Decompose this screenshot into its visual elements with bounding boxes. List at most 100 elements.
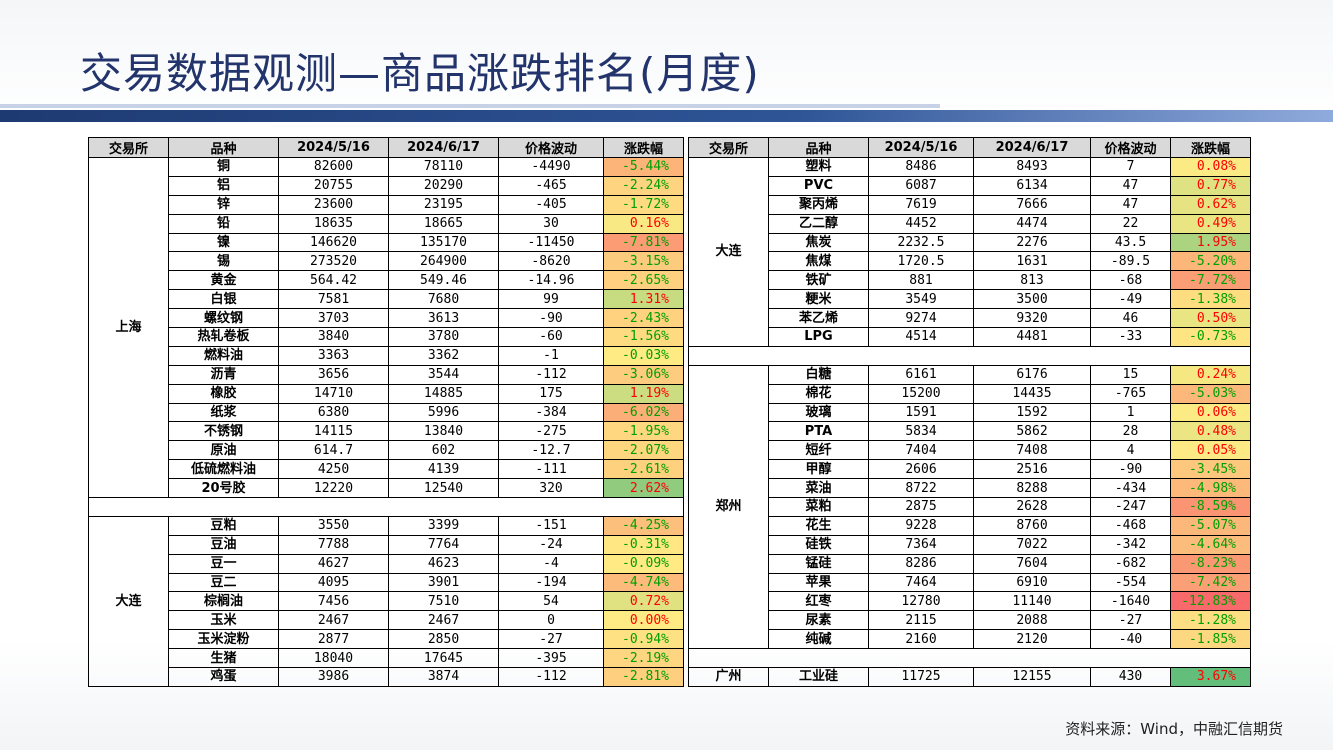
pct-change-cell: -3.06% [603, 364, 684, 385]
table-row: 大连 豆粕 3550 3399 -151 -4.25% [88, 515, 684, 687]
pct-change-cell: -5.03% [1170, 383, 1251, 404]
price-start-cell: 23600 [278, 194, 389, 215]
table-row: 原油 614.7 602 -12.7 -2.07% [89, 440, 684, 461]
product-cell: 白糖 [768, 364, 869, 385]
pct-change-cell: 0.16% [603, 213, 684, 234]
table-row: 锰硅 8286 7604 -682 -8.23% [689, 553, 1251, 574]
price-end-cell: 2850 [388, 629, 499, 650]
table-row: LPG 4514 4481 -33 -0.73% [689, 327, 1251, 347]
pct-change-cell: -7.42% [1170, 572, 1251, 593]
price-start-cell: 6380 [278, 402, 389, 423]
price-end-cell: 8493 [973, 157, 1091, 177]
price-start-cell: 2232.5 [868, 232, 974, 253]
price-start-cell: 18635 [278, 213, 389, 234]
table-row: 玉米 2467 2467 0 0.00% [89, 610, 684, 631]
table-row: 菜油 8722 8288 -434 -4.98% [689, 478, 1251, 499]
change-cell: -4 [498, 553, 604, 574]
table-row: 苹果 7464 6910 -554 -7.42% [689, 572, 1251, 593]
product-cell: 聚丙烯 [768, 194, 869, 215]
pct-change-cell: -4.98% [1170, 478, 1251, 499]
pct-change-cell: -8.59% [1170, 497, 1251, 517]
table-row: 甲醇 2606 2516 -90 -3.45% [689, 459, 1251, 480]
table-row: 短纤 7404 7408 4 0.05% [689, 440, 1251, 461]
change-cell: 1 [1090, 402, 1171, 423]
price-end-cell: 7408 [973, 440, 1091, 461]
price-start-cell: 146620 [278, 232, 389, 253]
product-cell: 苯乙烯 [768, 308, 869, 329]
change-cell: 175 [498, 383, 604, 404]
change-cell: -395 [498, 648, 604, 669]
price-end-cell: 549.46 [388, 270, 499, 291]
table-row: 生猪 18040 17645 -395 -2.19% [89, 648, 684, 669]
pct-change-cell: 0.72% [603, 591, 684, 612]
header-exchange: 交易所 [688, 137, 769, 158]
header-background [0, 0, 1333, 120]
change-cell: -11450 [498, 232, 604, 253]
price-start-cell: 2160 [868, 629, 974, 650]
table-row: 豆一 4627 4623 -4 -0.09% [89, 553, 684, 574]
change-cell: 47 [1090, 194, 1171, 215]
price-start-cell: 4250 [278, 459, 389, 480]
price-start-cell: 14115 [278, 421, 389, 442]
separator-cell [688, 345, 1251, 366]
price-start-cell: 12220 [278, 478, 389, 499]
price-end-cell: 1592 [973, 402, 1091, 423]
price-start-cell: 7464 [868, 572, 974, 593]
exchange-cell: 上海 [88, 156, 169, 499]
table-row: 纸浆 6380 5996 -384 -6.02% [89, 402, 684, 423]
price-start-cell: 7619 [868, 194, 974, 215]
pct-change-cell: 1.31% [603, 289, 684, 310]
pct-change-cell: 0.62% [1170, 194, 1251, 215]
price-end-cell: 7604 [973, 553, 1091, 574]
table-row: PVC 6087 6134 47 0.77% [689, 175, 1251, 196]
price-start-cell: 3656 [278, 364, 389, 385]
change-cell: 4 [1090, 440, 1171, 461]
price-start-cell: 3549 [868, 289, 974, 310]
product-cell: 铝 [168, 175, 279, 196]
table-row: 沥青 3656 3544 -112 -3.06% [89, 364, 684, 385]
change-cell: 320 [498, 478, 604, 499]
price-start-cell: 8286 [868, 553, 974, 574]
product-cell: 塑料 [768, 157, 869, 177]
price-start-cell: 6087 [868, 175, 974, 196]
price-end-cell: 602 [388, 440, 499, 461]
price-end-cell: 3399 [388, 515, 499, 536]
pct-change-cell: 0.24% [1170, 364, 1251, 385]
change-cell: -1640 [1090, 591, 1171, 612]
product-cell: 工业硅 [768, 667, 869, 687]
pct-change-cell: 0.50% [1170, 308, 1251, 329]
price-end-cell: 7510 [388, 591, 499, 612]
pct-change-cell: -5.20% [1170, 251, 1251, 272]
table-row: 乙二醇 4452 4474 22 0.49% [689, 213, 1251, 234]
pct-change-cell: -0.73% [1170, 327, 1251, 347]
product-cell: 黄金 [168, 270, 279, 291]
change-cell: -24 [498, 534, 604, 555]
product-cell: 20号胶 [168, 478, 279, 499]
product-cell: 豆油 [168, 534, 279, 555]
change-cell: -49 [1090, 289, 1171, 310]
table-header-row: 交易所 品种 2024/5/16 2024/6/17 价格波动 涨跌幅 [88, 137, 684, 158]
price-start-cell: 8722 [868, 478, 974, 499]
table-header-row: 交易所 品种 2024/5/16 2024/6/17 价格波动 涨跌幅 [688, 137, 1251, 158]
change-cell: 43.5 [1090, 232, 1171, 253]
product-cell: 豆一 [168, 553, 279, 574]
table-row: 上海铜 82600 78110 -4490 -5.44% [88, 156, 684, 499]
price-start-cell: 7788 [278, 534, 389, 555]
price-start-cell: 5834 [868, 421, 974, 442]
page-title: 交易数据观测—商品涨跌排名(月度) [80, 49, 760, 98]
price-start-cell: 4095 [278, 572, 389, 593]
table-row: 锌 23600 23195 -405 -1.72% [89, 194, 684, 215]
separator-row [688, 345, 1251, 366]
price-end-cell: 2628 [973, 497, 1091, 517]
pct-change-cell: -2.65% [603, 270, 684, 291]
change-cell: -89.5 [1090, 251, 1171, 272]
price-start-cell: 6161 [868, 364, 974, 385]
price-start-cell: 7404 [868, 440, 974, 461]
product-cell: 菜油 [768, 478, 869, 499]
table-row: 粳米 3549 3500 -49 -1.38% [689, 289, 1251, 310]
product-cell: 粳米 [768, 289, 869, 310]
change-cell: -90 [1090, 459, 1171, 480]
table-row: 铅 18635 18665 30 0.16% [89, 213, 684, 234]
table-row: 广州 工业硅 11725 12155 430 3.67% [688, 667, 1251, 687]
pct-change-cell: -0.03% [603, 345, 684, 366]
